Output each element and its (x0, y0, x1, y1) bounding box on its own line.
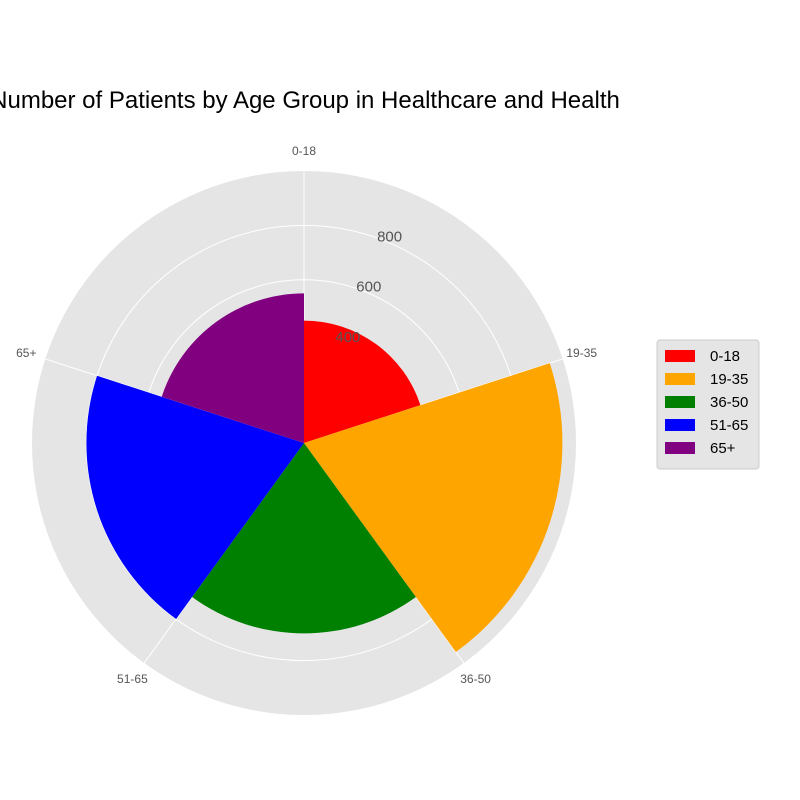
legend-label: 19-35 (710, 371, 748, 388)
bar-0-18 (304, 320, 421, 443)
category-label: 19-35 (566, 346, 597, 360)
legend-swatch (665, 442, 695, 454)
category-label: 51-65 (117, 672, 148, 686)
category-label: 36-50 (460, 672, 491, 686)
bar-51-65 (86, 375, 304, 620)
angular-gridline (45, 358, 305, 444)
bar-36-50 (192, 443, 416, 634)
legend-label: 0-18 (710, 348, 740, 365)
category-label: 0-18 (292, 144, 316, 158)
bar-19-35 (304, 363, 563, 653)
category-label: 65+ (16, 346, 36, 360)
legend-swatch (665, 419, 695, 431)
bar-65+ (161, 293, 304, 443)
radial-tick-label: 800 (377, 228, 402, 245)
radial-tick-label: 400 (335, 329, 360, 346)
legend-swatch (665, 373, 695, 385)
legend-label: 65+ (710, 440, 736, 457)
legend-label: 36-50 (710, 394, 748, 411)
legend-swatch (665, 350, 695, 362)
legend-label: 51-65 (710, 417, 748, 434)
legend: 0-18 19-35 36-50 51-65 65+ (656, 339, 760, 470)
radial-tick-label: 600 (356, 279, 381, 296)
legend-box (656, 339, 760, 470)
plot-area: 400 600 800 0-18 19-35 36-50 51-65 65+ (16, 144, 597, 715)
legend-swatch (665, 396, 695, 408)
chart-title: Number of Patients by Age Group in Healt… (0, 87, 620, 114)
